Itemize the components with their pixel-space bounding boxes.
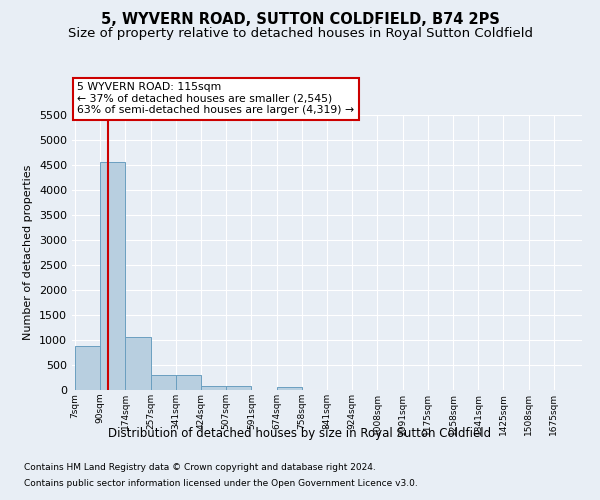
Bar: [226, 386, 251, 390]
Bar: [100, 162, 125, 390]
Text: 5 WYVERN ROAD: 115sqm
← 37% of detached houses are smaller (2,545)
63% of semi-d: 5 WYVERN ROAD: 115sqm ← 37% of detached …: [77, 82, 354, 115]
Text: Contains HM Land Registry data © Crown copyright and database right 2024.: Contains HM Land Registry data © Crown c…: [24, 464, 376, 472]
Bar: [125, 337, 151, 390]
Bar: [75, 346, 100, 390]
Bar: [151, 375, 176, 390]
Text: Contains public sector information licensed under the Open Government Licence v3: Contains public sector information licen…: [24, 478, 418, 488]
Text: Size of property relative to detached houses in Royal Sutton Coldfield: Size of property relative to detached ho…: [67, 28, 533, 40]
Bar: [176, 375, 201, 390]
Bar: [201, 386, 226, 390]
Y-axis label: Number of detached properties: Number of detached properties: [23, 165, 34, 340]
Bar: [277, 387, 302, 390]
Text: Distribution of detached houses by size in Royal Sutton Coldfield: Distribution of detached houses by size …: [109, 428, 491, 440]
Text: 5, WYVERN ROAD, SUTTON COLDFIELD, B74 2PS: 5, WYVERN ROAD, SUTTON COLDFIELD, B74 2P…: [101, 12, 499, 28]
